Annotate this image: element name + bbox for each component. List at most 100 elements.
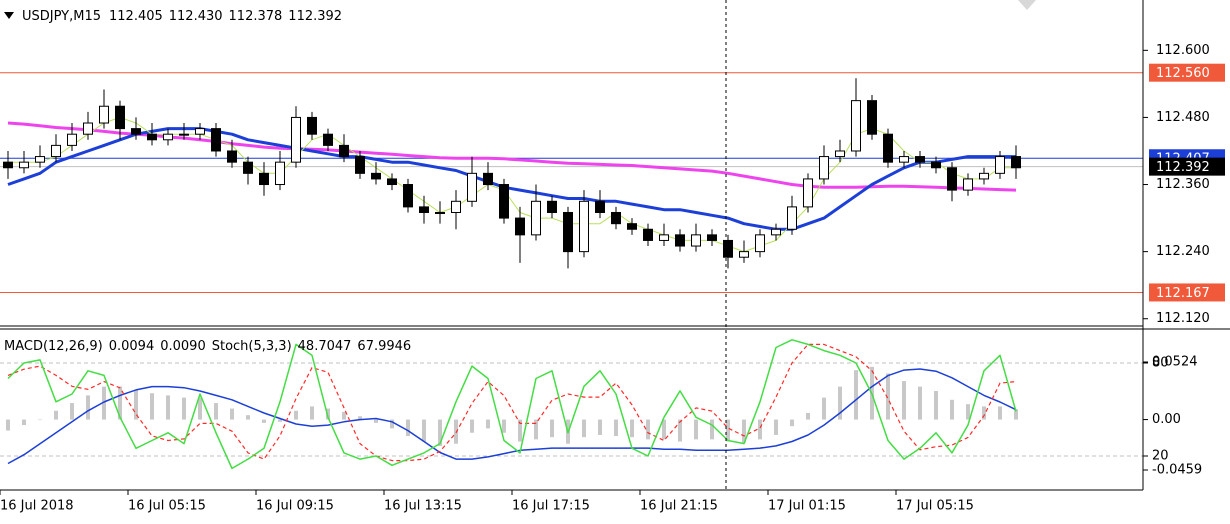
macd-histogram-bar	[342, 411, 346, 420]
macd-histogram-bar	[438, 419, 442, 446]
candle-body	[707, 234, 717, 241]
candle-body	[739, 251, 749, 258]
macd-signal-line	[7, 368, 1017, 465]
candle-body	[819, 156, 829, 180]
candle-body	[163, 133, 173, 141]
macd-histogram-bar	[278, 419, 282, 422]
level-label-box	[1149, 63, 1225, 82]
close-value: 112.392	[288, 9, 342, 24]
macd-histogram-bar	[134, 389, 138, 420]
price-panel	[0, 72, 1143, 293]
macd-histogram-bar	[534, 419, 538, 440]
candle-body	[371, 172, 381, 180]
candle-body	[259, 172, 269, 186]
macd-histogram-bar	[502, 419, 506, 433]
level-label-box	[1149, 283, 1225, 302]
candle-body	[99, 105, 109, 124]
candle-body	[1011, 156, 1021, 169]
macd-histogram-bar	[934, 391, 938, 420]
macd-tick-label: 0.00	[1152, 412, 1181, 427]
macd-histogram-bar	[726, 419, 730, 442]
candle-body	[835, 150, 845, 158]
macd-histogram-bar	[358, 416, 362, 420]
candle-body	[291, 116, 301, 163]
candle-body	[691, 234, 701, 247]
macd-histogram-bar	[262, 419, 266, 423]
macd-histogram-bar	[598, 419, 602, 435]
macd-histogram-bar	[950, 399, 954, 420]
symbol-title: USDJPY,M15	[22, 9, 101, 24]
level-label: 112.560	[1156, 66, 1210, 81]
macd-histogram-bar	[150, 393, 154, 420]
y-tick-label: 112.360	[1156, 177, 1210, 192]
candle-body	[963, 178, 973, 191]
macd-histogram-bar	[198, 397, 202, 420]
macd-histogram-bar	[102, 386, 106, 420]
candle-body	[675, 234, 685, 247]
stoch-signal-line	[7, 343, 1017, 462]
candle-body	[883, 133, 893, 163]
macd-histogram-bar	[678, 419, 682, 442]
candle-body	[387, 178, 397, 186]
candle-body	[419, 206, 429, 213]
y-tick-label: 112.480	[1156, 110, 1210, 125]
stoch-main-value: 48.7047	[298, 339, 352, 354]
candle-body	[995, 156, 1005, 174]
macd-histogram-bar	[406, 419, 410, 437]
symbol-dropdown[interactable]	[4, 12, 14, 19]
x-tick-label: 16 Jul 17:15	[512, 499, 590, 514]
y-tick-label: 112.600	[1156, 43, 1210, 58]
candle-body	[195, 128, 205, 135]
candle-body	[899, 156, 909, 163]
candle-body	[227, 150, 237, 163]
x-tick-label: 16 Jul 05:15	[128, 499, 206, 514]
macd-histogram-bar	[710, 419, 714, 440]
macd-histogram-bar	[790, 419, 794, 427]
candle-body	[403, 184, 413, 208]
x-tick-label: 16 Jul 13:15	[384, 499, 462, 514]
stoch-tick-label: 20	[1152, 449, 1169, 464]
level-label: 112.167	[1156, 286, 1210, 301]
macd-histogram-bar	[662, 419, 666, 440]
macd-histogram-bar	[246, 415, 250, 420]
stoch-signal-value: 67.9946	[357, 339, 411, 354]
macd-histogram-bar	[38, 419, 42, 421]
macd-tick-label: -0.0459	[1152, 463, 1202, 478]
low-value: 112.378	[229, 9, 283, 24]
macd-histogram-bar	[550, 419, 554, 438]
macd-histogram-bar	[214, 403, 218, 420]
macd-histogram-bar	[374, 419, 378, 423]
macd-histogram-bar	[998, 406, 1002, 420]
high-value: 112.430	[169, 9, 223, 24]
axes: 112.120 112.240 112.360 112.480 112.600 16 Ju…	[0, 43, 1225, 514]
candle-body	[723, 239, 733, 258]
candle-body	[595, 200, 605, 213]
macd-histogram-bar	[390, 419, 394, 429]
candle-body	[755, 234, 765, 253]
macd-histogram-bar	[470, 419, 474, 433]
macd-histogram-bar	[646, 419, 650, 440]
candle-body	[483, 172, 493, 186]
candle-body	[563, 211, 573, 253]
macd-histogram-bar	[694, 419, 698, 440]
macd-histogram-bar	[774, 419, 778, 435]
candle-body	[579, 200, 589, 253]
candle-body	[451, 200, 461, 213]
macd-histogram-bar	[118, 386, 122, 420]
candle-body	[83, 122, 93, 135]
macd-histogram-bar	[518, 419, 522, 442]
candle-body	[979, 172, 989, 180]
candle-body	[851, 100, 861, 152]
candle-body	[467, 172, 477, 202]
x-tick-label: 16 Jul 09:15	[256, 499, 334, 514]
candle-body	[803, 178, 813, 208]
candle-body	[531, 200, 541, 236]
macd-histogram-bar	[1014, 409, 1018, 420]
macd-histogram-bar	[982, 406, 986, 420]
macd-histogram-bar	[86, 395, 90, 420]
candle-body	[435, 211, 445, 214]
candle-body	[499, 184, 509, 219]
macd-histogram-bar	[822, 397, 826, 420]
candle-body	[131, 128, 141, 135]
candle-body	[787, 206, 797, 230]
